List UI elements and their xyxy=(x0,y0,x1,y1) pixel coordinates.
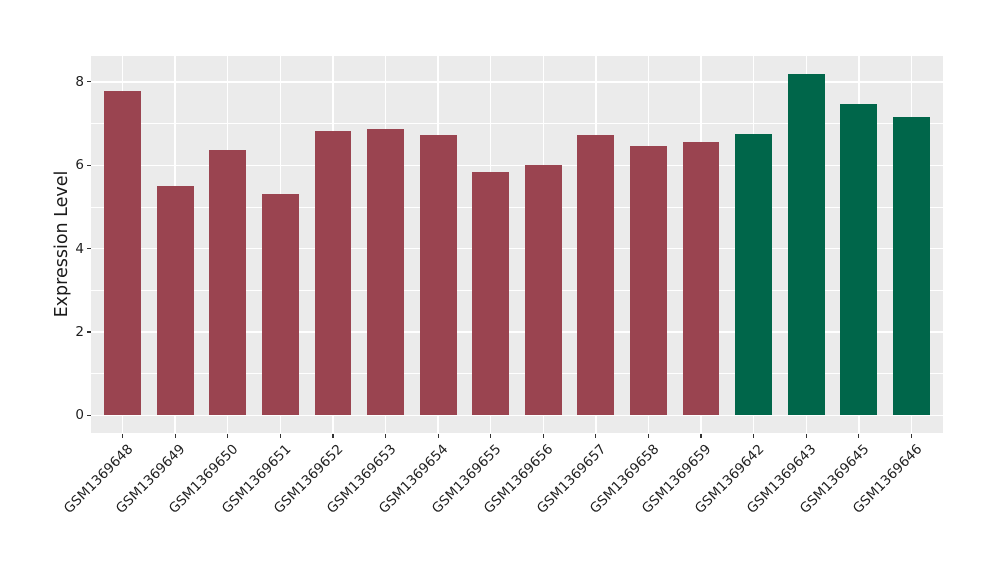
bar-GSM1369654 xyxy=(419,134,457,416)
y-tick-mark xyxy=(86,331,91,333)
x-tick-mark xyxy=(490,433,492,438)
y-tick-mark xyxy=(86,164,91,166)
x-tick-mark xyxy=(805,433,807,438)
x-tick-mark xyxy=(700,433,702,438)
x-tick-mark xyxy=(753,433,755,438)
x-tick-mark xyxy=(227,433,229,438)
bar-GSM1369642 xyxy=(735,133,773,416)
x-tick-mark xyxy=(858,433,860,438)
gridline-y-minor xyxy=(91,123,943,124)
bar-GSM1369655 xyxy=(472,171,510,416)
gridline-y-minor xyxy=(91,289,943,291)
bar-GSM1369652 xyxy=(314,131,352,416)
x-tick-mark xyxy=(910,433,913,438)
y-tick-mark xyxy=(86,248,91,250)
x-tick-mark xyxy=(121,433,124,438)
y-tick-label: 4 xyxy=(75,240,84,257)
x-tick-mark xyxy=(647,433,650,438)
bar-GSM1369657 xyxy=(577,134,615,416)
bar-GSM1369645 xyxy=(840,103,878,416)
y-tick-label: 8 xyxy=(75,73,84,90)
bar-GSM1369648 xyxy=(104,91,141,416)
bar-GSM1369659 xyxy=(682,142,720,416)
bar-GSM1369653 xyxy=(367,128,404,416)
y-tick-label: 0 xyxy=(75,407,84,424)
bar-GSM1369649 xyxy=(156,186,194,416)
y-tick-label: 6 xyxy=(75,157,84,174)
bar-GSM1369651 xyxy=(261,194,299,416)
bar-GSM1369658 xyxy=(630,145,667,416)
gridline-y-major xyxy=(91,81,943,83)
x-tick-mark xyxy=(595,433,597,438)
x-tick-mark xyxy=(542,433,544,438)
x-tick-mark xyxy=(174,433,176,438)
gridline-y-minor xyxy=(91,373,943,375)
gridline-y-major xyxy=(91,247,943,250)
x-tick-mark xyxy=(384,433,387,438)
bar-GSM1369656 xyxy=(524,165,562,416)
bar-GSM1369646 xyxy=(893,116,930,416)
gridline-y-major xyxy=(91,331,943,333)
x-tick-mark xyxy=(279,433,281,438)
bar-GSM1369643 xyxy=(787,73,825,416)
y-tick-mark xyxy=(86,81,91,83)
y-tick-mark xyxy=(86,414,91,416)
gridline-y-major xyxy=(91,164,943,166)
x-tick-mark xyxy=(437,433,439,438)
gridline-y-minor xyxy=(91,206,943,208)
x-tick-mark xyxy=(332,433,334,438)
y-tick-label: 2 xyxy=(75,324,84,341)
gridline-y-major xyxy=(91,414,943,417)
bar-GSM1369650 xyxy=(209,149,247,416)
